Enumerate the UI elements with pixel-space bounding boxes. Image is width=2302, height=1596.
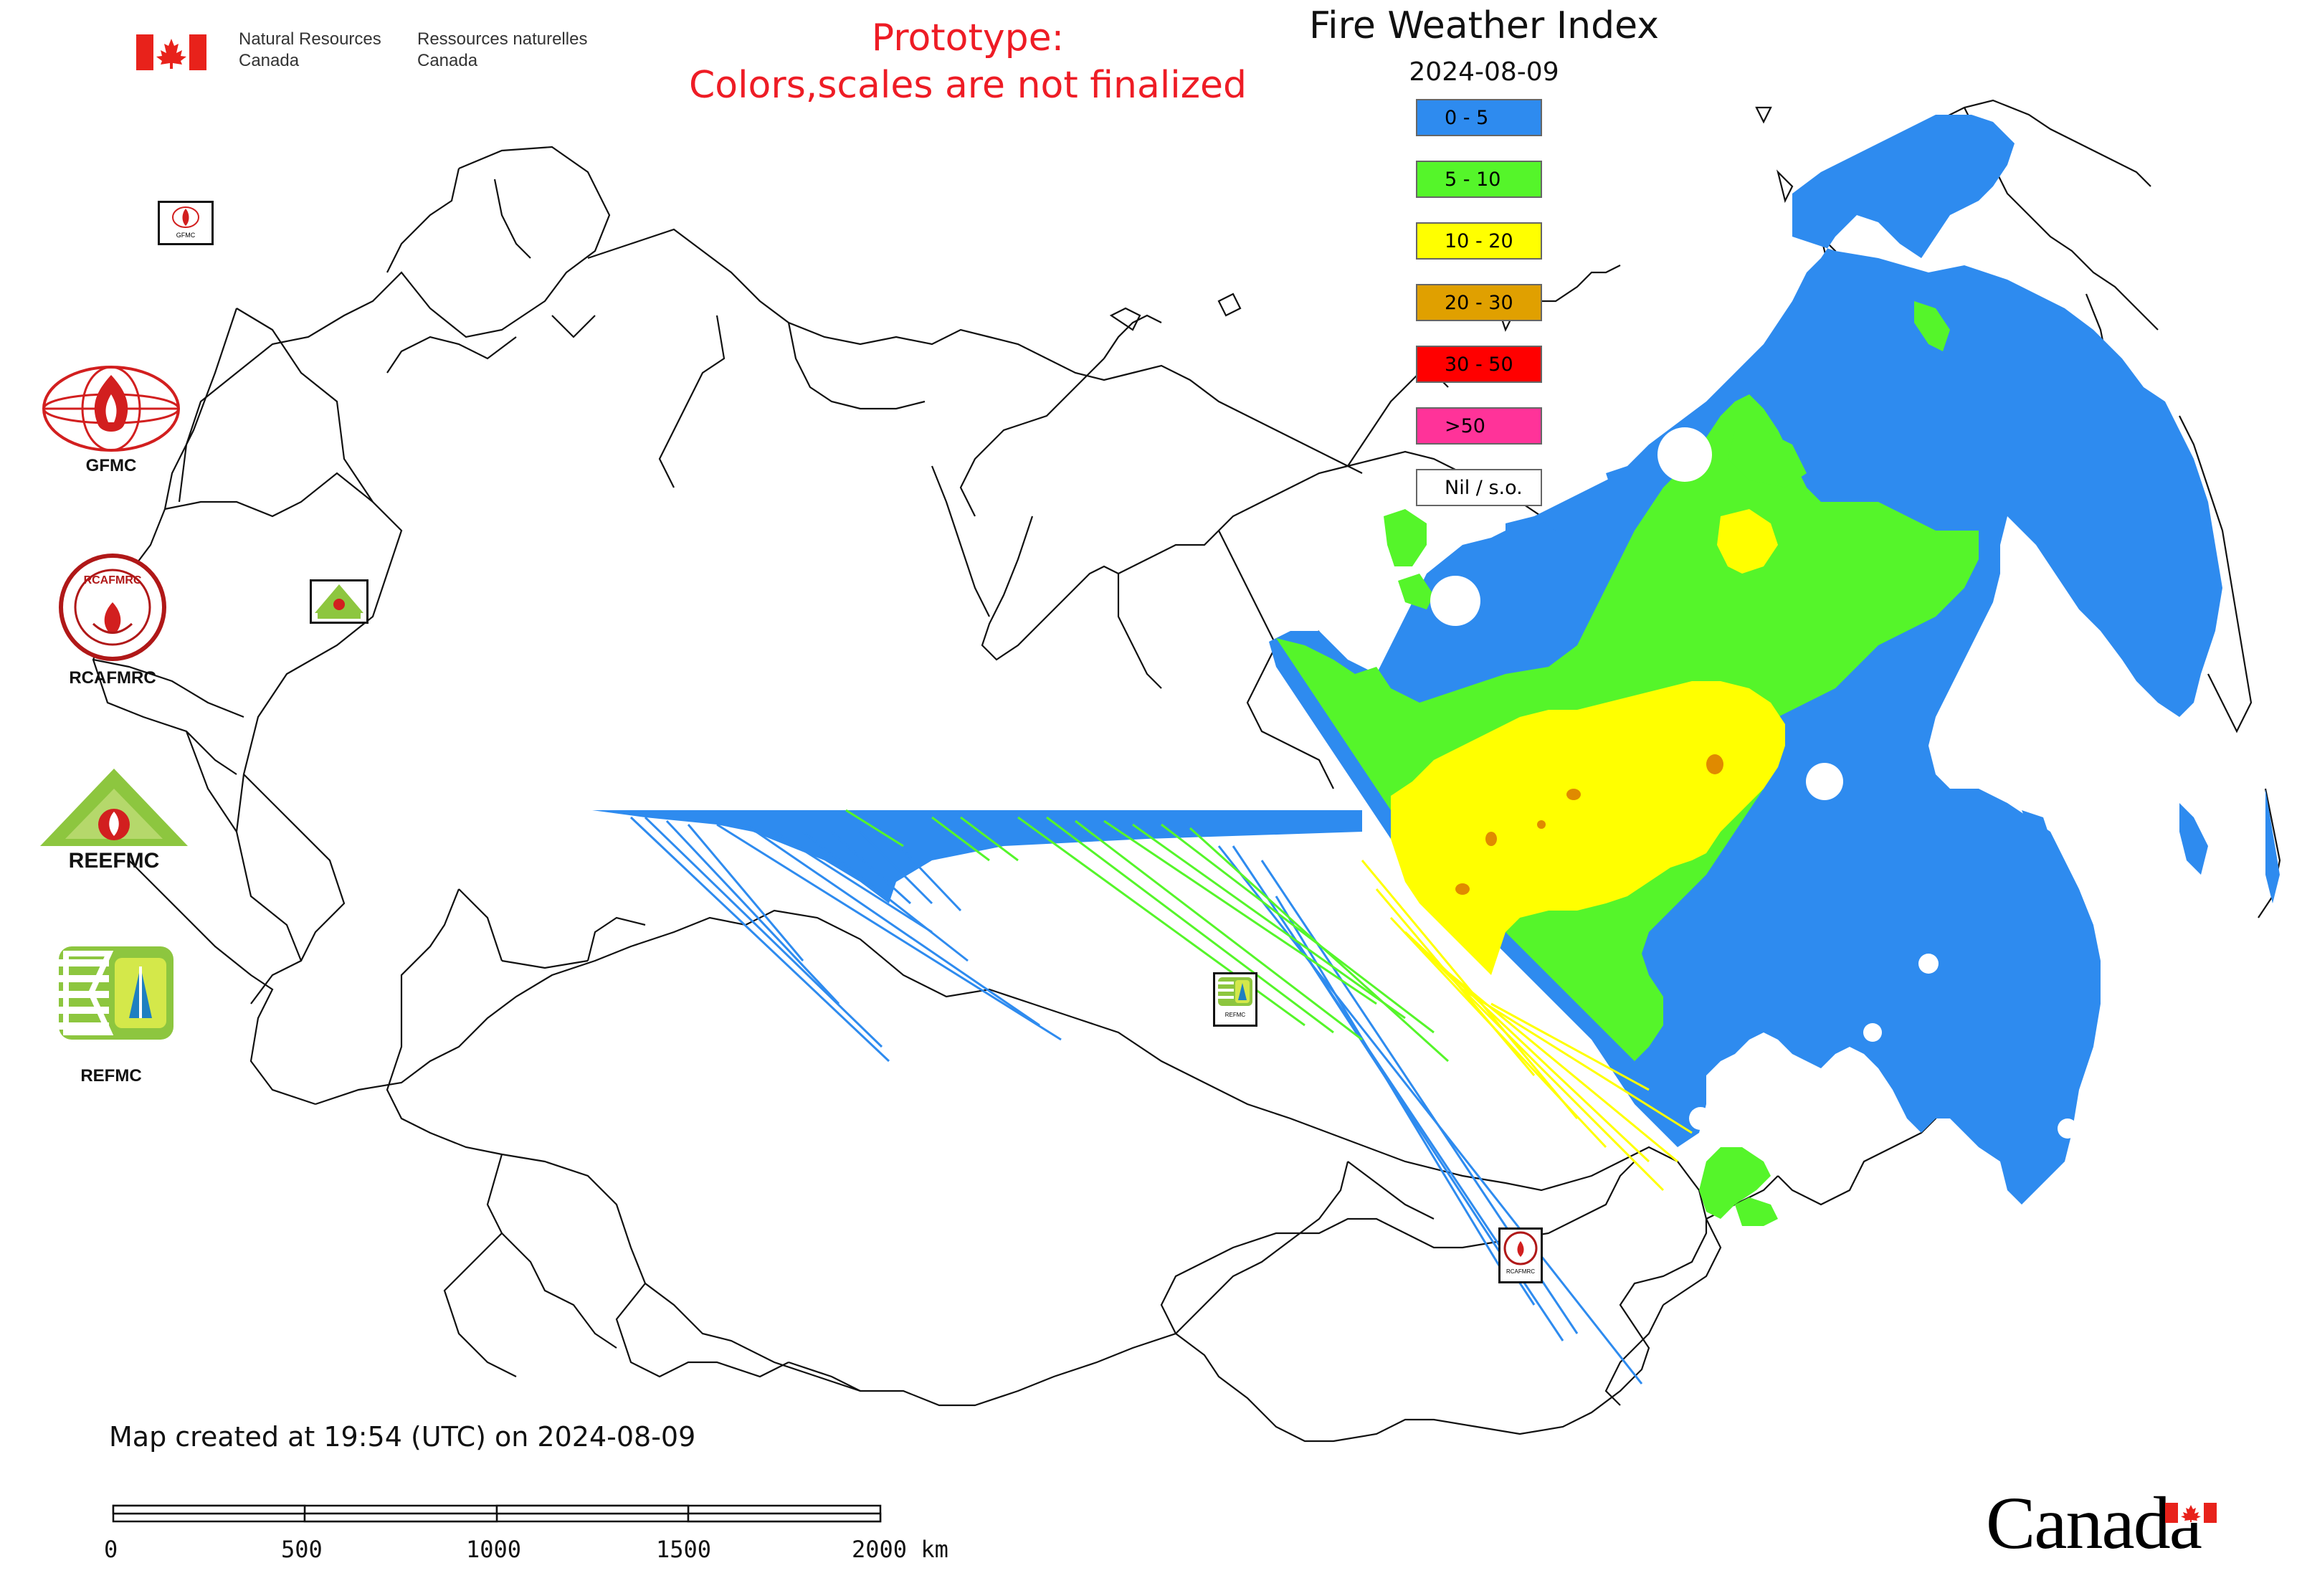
nrcan-signature: Natural Resources Canada Ressources natu… [136,29,609,79]
legend-label: 20 - 30 [1445,291,1513,314]
legend-label: 5 - 10 [1445,168,1501,191]
rcafmrc-logo: RCAFMRC [59,554,166,661]
canada-wordmark-flag-icon [2165,1503,2217,1523]
rcafmrc-marker-icon [1503,1231,1538,1265]
gfmc-label: GFMC [85,456,137,475]
map-created-text: Map created at 19:54 (UTC) on 2024-08-09 [109,1421,696,1453]
dept-name-fr-line1: Ressources naturelles [417,29,588,49]
scale-label-0: 0 [104,1536,118,1563]
rcafmrc-marker-label: RCAFMRC [1506,1268,1535,1275]
reefmc-logo: REEFMC [40,769,188,873]
reefmc-marker-icon [315,584,363,619]
refmc-logo [59,946,173,1040]
scale-label-2000: 2000 km [852,1536,948,1563]
legend-label: 30 - 50 [1445,353,1513,376]
prototype-notice-line1: Prototype: [871,16,1065,60]
legend-item-5-10: 5 - 10 [1416,161,1542,198]
gfmc-marker-label: GFMC [176,232,196,239]
refmc-label: REFMC [80,1066,142,1086]
legend-label: >50 [1445,414,1485,437]
scale-label-1000: 1000 [466,1536,522,1563]
map-date: 2024-08-09 [1409,57,1559,87]
map-title: Fire Weather Index [1309,4,1659,47]
gfmc-marker: GFMC [158,201,214,245]
fwi-zone-20-30 [1455,754,1723,895]
rcafmrc-label: RCAFMRC [69,668,156,688]
fwi-raster [592,115,2280,1384]
legend-item-gt-50: >50 [1416,407,1542,445]
scale-label-1500: 1500 [656,1536,712,1563]
refmc-marker-icon [1218,977,1252,1006]
gfmc-logo [42,366,180,452]
prototype-notice: Prototype: Colors,scales are not finaliz… [645,14,1290,109]
legend-item-0-5: 0 - 5 [1416,99,1542,136]
legend-item-nil: Nil / s.o. [1416,469,1542,506]
canada-wordmark: Canada [1986,1482,2202,1564]
prototype-notice-line2: Colors,scales are not finalized [688,64,1247,107]
fwi-zone-10-20 [1391,681,1785,975]
scale-bar [112,1504,882,1523]
legend-label: 0 - 5 [1445,106,1489,129]
rcafmrc-marker: RCAFMRC [1498,1227,1543,1283]
refmc-marker: REFMC [1213,972,1257,1027]
legend-item-10-20: 10 - 20 [1416,222,1542,260]
reefmc-logo-text: REEFMC [69,849,160,873]
legend-item-30-50: 30 - 50 [1416,346,1542,383]
legend-item-20-30: 20 - 30 [1416,284,1542,321]
scale-label-500: 500 [281,1536,323,1563]
dept-name-en-line1: Natural Resources [239,29,381,49]
reefmc-marker [310,579,368,624]
dept-name-fr-line2: Canada [417,51,478,70]
dept-name-en-line2: Canada [239,51,300,70]
refmc-marker-label: REFMC [1224,1012,1246,1018]
rcafmrc-logo-text: RCAFMRC [84,574,142,586]
canada-flag-icon [136,34,206,70]
legend-label: Nil / s.o. [1445,476,1523,499]
legend-label: 10 - 20 [1445,229,1513,252]
gfmc-marker-icon [172,206,199,228]
